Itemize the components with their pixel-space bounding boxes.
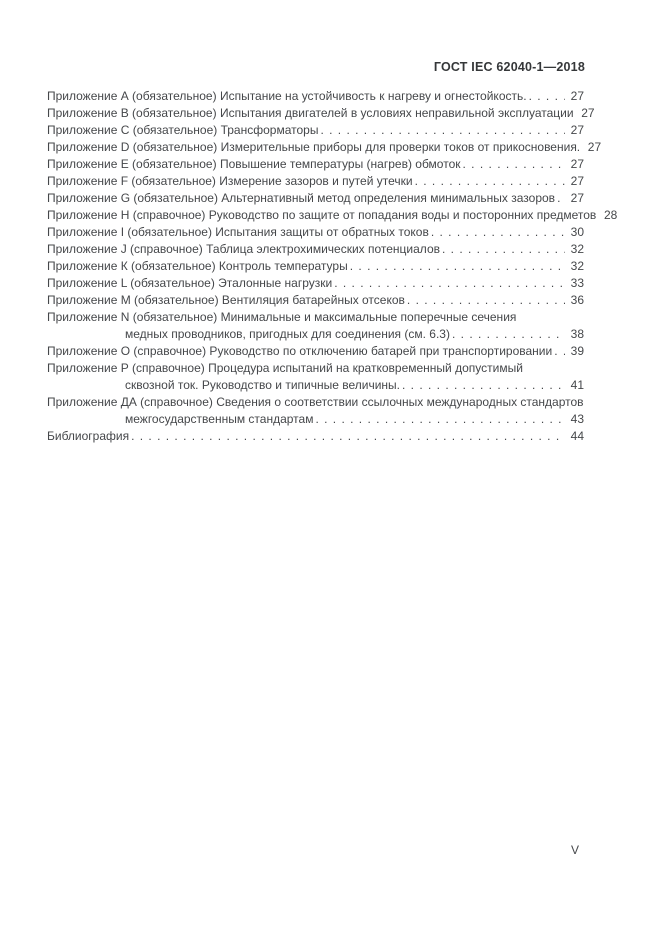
toc-entry-text: Приложение К (обязательное) Контроль тем… (47, 259, 348, 273)
toc-leader-dots (350, 258, 565, 275)
toc-entry-text: Приложение А (обязательное) Испытание на… (47, 89, 527, 103)
toc-entry-text: Приложение F (обязательное) Измерение за… (47, 174, 413, 188)
toc-leader-dots (554, 343, 565, 360)
toc-leader-dots (529, 88, 565, 105)
page-header: ГОСТ IEC 62040-1—2018 (47, 58, 585, 76)
toc-page-number: 27 (587, 140, 602, 154)
toc-entry-text: Приложение О (справочное) Руководство по… (47, 344, 553, 358)
toc-entry-line: Приложение К (обязательное) Контроль тем… (47, 258, 584, 275)
toc-entry-text: Приложение J (справочное) Таблица электр… (47, 242, 440, 256)
toc-entry-text: Приложение L (обязательное) Эталонные на… (47, 276, 333, 290)
toc-entry-line: Приложение F (обязательное) Измерение за… (47, 173, 584, 190)
toc-entry-text: сквозной ток. Руководство и типичные вел… (125, 378, 400, 392)
toc-page-number: 27 (570, 89, 584, 103)
toc-page-number: 30 (570, 225, 584, 239)
toc-entry: Приложение О (справочное) Руководство по… (47, 343, 584, 360)
toc-page-number: 27 (570, 123, 584, 137)
toc-entry-line: Приложение А (обязательное) Испытание на… (47, 88, 584, 105)
toc-entry-line: Приложение С (обязательное) Трансформато… (47, 122, 584, 139)
toc-page-number: 44 (570, 429, 584, 443)
toc-entry-text: межгосударственным стандартам (125, 412, 314, 426)
toc-entry-line: Приложение Е (обязательное) Повышение те… (47, 156, 584, 173)
toc-entry-text: Приложение С (обязательное) Трансформато… (47, 123, 319, 137)
toc-entry: Приложение N (обязательное) Минимальные … (47, 309, 584, 343)
toc-entry-text: Приложение Р (справочное) Процедура испы… (47, 361, 523, 375)
toc-entry: Приложение С (обязательное) Трансформато… (47, 122, 584, 139)
toc-entry-text: Приложение G (обязательное) Альтернативн… (47, 191, 556, 205)
toc-entry-text: Приложение D (обязательное) Измерительны… (47, 140, 581, 154)
toc-leader-dots (557, 190, 565, 207)
toc-entry: Приложение Р (справочное) Процедура испы… (47, 360, 584, 394)
toc-page-number: 27 (570, 174, 584, 188)
toc-page-number: 33 (570, 276, 584, 290)
toc-entry-text: Приложение В (обязательное) Испытания дв… (47, 106, 574, 120)
toc-leader-dots (407, 292, 565, 309)
toc-entry-text: медных проводников, пригодных для соедин… (125, 327, 450, 341)
table-of-contents: Приложение А (обязательное) Испытание на… (47, 88, 617, 445)
toc-entry: Приложение ДА (справочное) Сведения о со… (47, 394, 584, 428)
toc-page-number: 39 (570, 344, 584, 358)
toc-leader-dots (442, 241, 565, 258)
toc-leader-dots (131, 428, 565, 445)
toc-entry-line: Приложение L (обязательное) Эталонные на… (47, 275, 584, 292)
toc-entry-continuation-line: межгосударственным стандартам 43 (47, 411, 584, 428)
toc-entry-text: Приложение М (обязательное) Вентиляция б… (47, 293, 405, 307)
toc-entry-text: Приложение Е (обязательное) Повышение те… (47, 157, 461, 171)
toc-entry-line: Приложение Н (справочное) Руководство по… (47, 207, 617, 224)
toc-entry-line: Приложение G (обязательное) Альтернативн… (47, 190, 584, 207)
toc-entry-line: Приложение I (обязательное) Испытания за… (47, 224, 584, 241)
toc-page-number: 27 (570, 191, 584, 205)
toc-leader-dots (431, 224, 565, 241)
document-code: ГОСТ IEC 62040-1—2018 (433, 60, 585, 74)
toc-entry-line: Приложение О (справочное) Руководство по… (47, 343, 584, 360)
toc-page-number: 27 (581, 106, 595, 120)
toc-leader-dots (320, 122, 565, 139)
toc-page-number: 43 (570, 412, 584, 426)
toc-page-number: 38 (570, 327, 584, 341)
toc-leader-dots (452, 326, 565, 343)
toc-entry-text: Библиография (47, 429, 130, 443)
toc-entry-line: Приложение D (обязательное) Измерительны… (47, 139, 601, 156)
toc-entry-continuation-line: сквозной ток. Руководство и типичные вел… (47, 377, 584, 394)
toc-entry: Приложение В (обязательное) Испытания дв… (47, 105, 595, 122)
toc-page-number: 41 (570, 378, 584, 392)
toc-entry-text: Приложение I (обязательное) Испытания за… (47, 225, 429, 239)
toc-page-number: 28 (603, 208, 618, 222)
toc-entry: Приложение Н (справочное) Руководство по… (47, 207, 617, 224)
toc-entry: Приложение М (обязательное) Вентиляция б… (47, 292, 584, 309)
toc-entry-line: Библиография 44 (47, 428, 584, 445)
toc-entry: Приложение I (обязательное) Испытания за… (47, 224, 584, 241)
toc-entry: Приложение L (обязательное) Эталонные на… (47, 275, 584, 292)
toc-entry-text: Приложение N (обязательное) Минимальные … (47, 310, 517, 324)
toc-entry-line: Приложение J (справочное) Таблица электр… (47, 241, 584, 258)
toc-entry-continuation-line: медных проводников, пригодных для соедин… (47, 326, 584, 343)
toc-leader-dots (415, 173, 565, 190)
toc-page-number: 32 (570, 259, 584, 273)
page-footer: V (47, 841, 579, 859)
toc-entry: Приложение J (справочное) Таблица электр… (47, 241, 584, 258)
toc-leader-dots (334, 275, 565, 292)
toc-entry: Приложение К (обязательное) Контроль тем… (47, 258, 584, 275)
toc-page-number: 32 (570, 242, 584, 256)
toc-entry-text: Приложение ДА (справочное) Сведения о со… (47, 395, 584, 409)
toc-leader-dots (315, 411, 565, 428)
toc-entry: Приложение Е (обязательное) Повышение те… (47, 156, 584, 173)
toc-entry: Приложение G (обязательное) Альтернативн… (47, 190, 584, 207)
toc-entry: Приложение D (обязательное) Измерительны… (47, 139, 601, 156)
toc-entry-line: Приложение В (обязательное) Испытания дв… (47, 105, 595, 122)
toc-entry: Библиография 44 (47, 428, 584, 445)
toc-leader-dots (463, 156, 565, 173)
toc-entry-text: Приложение Н (справочное) Руководство по… (47, 208, 597, 222)
toc-page-number: 36 (570, 293, 584, 307)
toc-entry: Приложение А (обязательное) Испытание на… (47, 88, 584, 105)
page-number: V (570, 843, 579, 857)
toc-entry: Приложение F (обязательное) Измерение за… (47, 173, 584, 190)
toc-leader-dots (402, 377, 565, 394)
toc-page-number: 27 (570, 157, 584, 171)
toc-entry-line: Приложение М (обязательное) Вентиляция б… (47, 292, 584, 309)
